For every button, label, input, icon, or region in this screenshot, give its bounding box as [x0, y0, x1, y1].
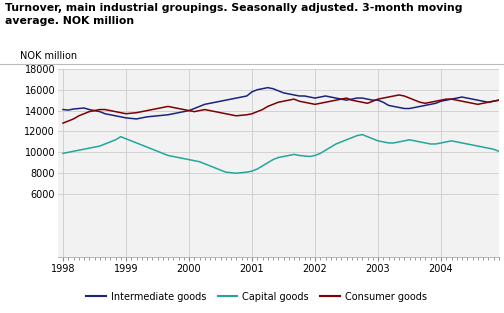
Consumer goods [433, 99, 439, 103]
Capital goods [438, 141, 444, 145]
Intermediate goods [134, 117, 140, 121]
Capital goods [60, 151, 66, 155]
Capital goods [144, 145, 150, 149]
Capital goods [233, 171, 239, 175]
Consumer goods [60, 121, 66, 125]
Intermediate goods [433, 101, 439, 105]
Consumer goods [186, 109, 192, 112]
Consumer goods [144, 109, 150, 112]
Intermediate goods [60, 108, 66, 111]
Consumer goods [249, 112, 255, 115]
Text: NOK million: NOK million [21, 51, 78, 61]
Capital goods [364, 135, 370, 139]
Intermediate goods [191, 107, 197, 110]
Capital goods [186, 158, 192, 162]
Legend: Intermediate goods, Capital goods, Consumer goods: Intermediate goods, Capital goods, Consu… [86, 292, 426, 301]
Consumer goods [265, 105, 271, 108]
Consumer goods [354, 99, 360, 103]
Capital goods [359, 133, 365, 136]
Capital goods [270, 158, 276, 162]
Intermediate goods [270, 87, 276, 90]
Text: Turnover, main industrial groupings. Seasonally adjusted. 3-month moving
average: Turnover, main industrial groupings. Sea… [5, 3, 463, 26]
Intermediate goods [359, 96, 365, 100]
Intermediate goods [149, 115, 155, 118]
Line: Capital goods: Capital goods [63, 135, 504, 173]
Line: Intermediate goods: Intermediate goods [63, 71, 504, 119]
Intermediate goods [254, 88, 260, 92]
Line: Consumer goods: Consumer goods [63, 95, 504, 123]
Consumer goods [396, 93, 402, 97]
Capital goods [254, 167, 260, 171]
